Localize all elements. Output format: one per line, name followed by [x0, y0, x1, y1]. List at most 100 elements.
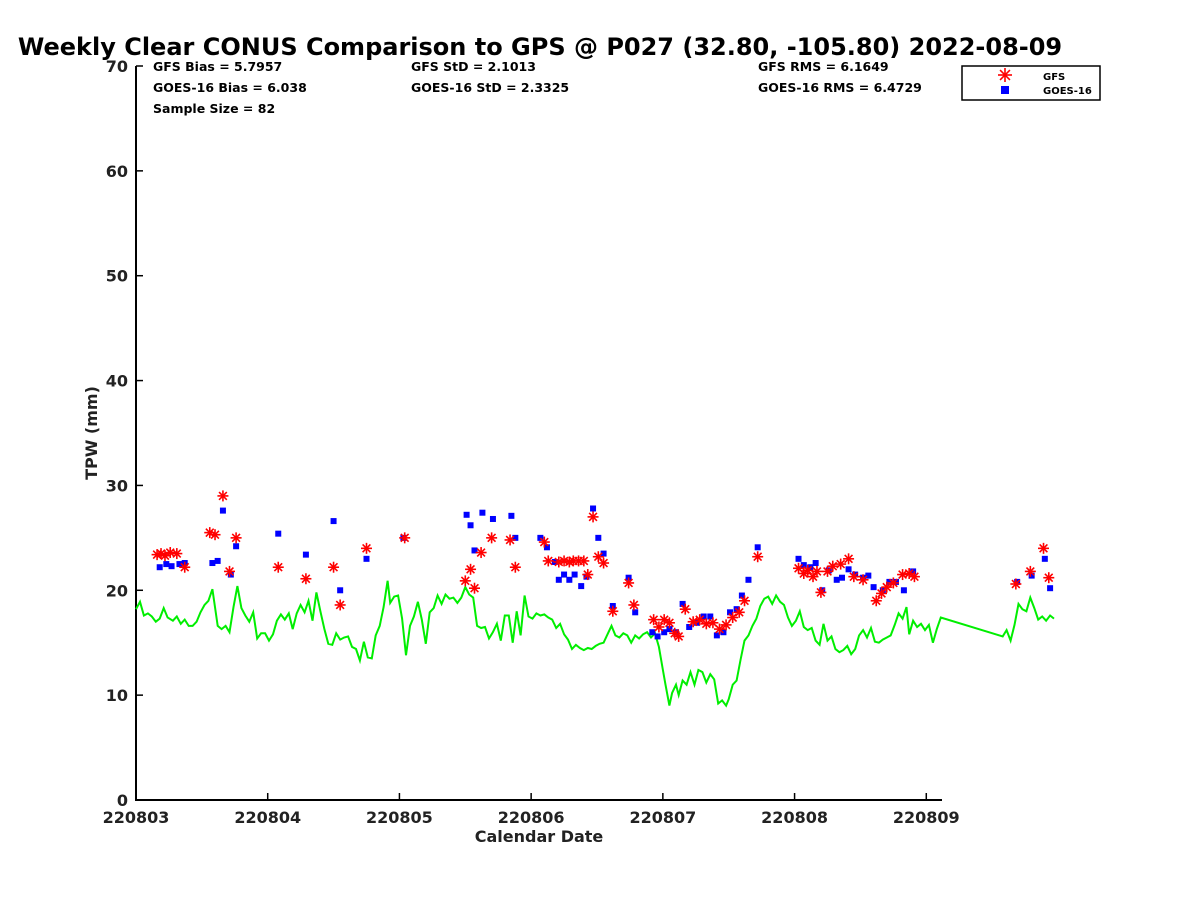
x-tick-label: 220809 — [893, 808, 960, 827]
gfs-point — [486, 532, 498, 544]
gfs-point — [542, 555, 554, 567]
gfs-point — [538, 536, 550, 548]
gfs-point — [811, 565, 823, 577]
gfs-point — [673, 630, 685, 642]
goes16-point — [176, 561, 183, 568]
x-tick-label: 220808 — [761, 808, 828, 827]
gfs-point — [887, 577, 899, 589]
gfs-point — [272, 561, 284, 573]
y-tick-label: 60 — [106, 162, 128, 181]
gfs-point — [171, 548, 183, 560]
gfs-point — [179, 561, 191, 573]
x-tick-label: 220807 — [629, 808, 696, 827]
goes16-point — [795, 555, 802, 562]
y-axis-label: TPW (mm) — [82, 386, 101, 480]
y-tick-label: 0 — [117, 791, 128, 810]
goes16-point — [163, 561, 170, 568]
gfs-point — [848, 571, 860, 583]
goes16-point — [595, 534, 602, 541]
gfs-point — [328, 561, 340, 573]
goes16-point — [738, 592, 745, 599]
gfs-point — [509, 561, 521, 573]
goes16-point — [156, 564, 163, 571]
gfs-point — [815, 586, 827, 598]
goes16-point — [571, 571, 578, 578]
gps-series-line — [135, 580, 1055, 708]
legend-box — [961, 65, 1101, 101]
goes16-point — [900, 587, 907, 594]
goes16-point — [561, 571, 568, 578]
goes16-point — [745, 576, 752, 583]
legend-gfs-asterisk — [998, 68, 1012, 82]
x-axis-ticks: 220803 220804 220805 220806 220807 220808 2208… — [103, 793, 960, 827]
gfs-point — [653, 621, 665, 633]
gfs-point — [598, 557, 610, 569]
goes16-point — [666, 626, 673, 633]
goes16-point — [537, 534, 544, 541]
goes16-point — [219, 507, 226, 514]
goes16-point — [865, 572, 872, 579]
goes16-point — [1028, 572, 1035, 579]
gfs-point — [217, 490, 229, 502]
gfs-point — [224, 565, 236, 577]
gfs-bias-stat: GFS Bias = 5.7957 — [153, 59, 282, 74]
gfs-point — [209, 529, 221, 541]
gfs-point — [465, 563, 477, 575]
goes16-point — [489, 515, 496, 522]
y-tick-label: 20 — [106, 581, 128, 600]
gfs-point — [230, 532, 242, 544]
legend-goes-marker — [1001, 86, 1009, 94]
goes16-point — [686, 623, 693, 630]
gfs-point — [628, 599, 640, 611]
gfs-rms-stat: GFS RMS = 6.1649 — [758, 59, 889, 74]
goes16-point — [566, 576, 573, 583]
goes16-point — [337, 587, 344, 594]
goes16-point — [632, 609, 639, 616]
gfs-point — [1038, 542, 1050, 554]
x-axis-label: Calendar Date — [475, 827, 604, 846]
y-tick-label: 50 — [106, 267, 128, 286]
goes16-point — [707, 613, 714, 620]
goes16-point — [233, 543, 240, 550]
x-tick-label: 220806 — [498, 808, 565, 827]
goes16-point — [168, 563, 175, 570]
goes16-point — [838, 574, 845, 581]
gfs-point — [300, 573, 312, 585]
gfs-point — [399, 532, 411, 544]
gfs-point — [334, 599, 346, 611]
goes16-point — [363, 555, 370, 562]
goes16-point — [330, 518, 337, 525]
chart-title: Weekly Clear CONUS Comparison to GPS @ P… — [18, 33, 1062, 61]
goes16-point — [727, 609, 734, 616]
legend-goes-label: GOES-16 — [1043, 86, 1092, 97]
goes16-point — [661, 629, 668, 636]
y-tick-label: 70 — [106, 57, 128, 76]
goes16-point — [479, 509, 486, 516]
goes16-point — [886, 578, 893, 585]
goes16-point — [578, 583, 585, 590]
gfs-point — [908, 571, 920, 583]
gfs-point — [1010, 578, 1022, 590]
sample-size-stat: Sample Size = 82 — [153, 101, 275, 116]
goes-std-stat: GOES-16 StD = 2.3325 — [411, 80, 569, 95]
goes16-point — [1041, 555, 1048, 562]
goes16-point — [754, 544, 761, 551]
goes16-point — [512, 534, 519, 541]
y-tick-label: 40 — [106, 372, 128, 391]
y-tick-label: 10 — [106, 686, 128, 705]
gfs-point — [733, 606, 745, 618]
gfs-point — [663, 617, 675, 629]
gfs-point — [694, 614, 706, 626]
gfs-point — [469, 582, 481, 594]
goes16-point — [463, 511, 470, 518]
gfs-point — [361, 542, 372, 554]
gfs-point — [835, 558, 847, 570]
gfs-point — [623, 577, 635, 589]
gfs-point — [870, 595, 882, 607]
gfs-point — [881, 581, 893, 593]
gfs-point — [739, 595, 751, 607]
gfs-point — [607, 605, 619, 617]
gfs-point — [752, 551, 764, 563]
goes16-point — [209, 560, 216, 567]
